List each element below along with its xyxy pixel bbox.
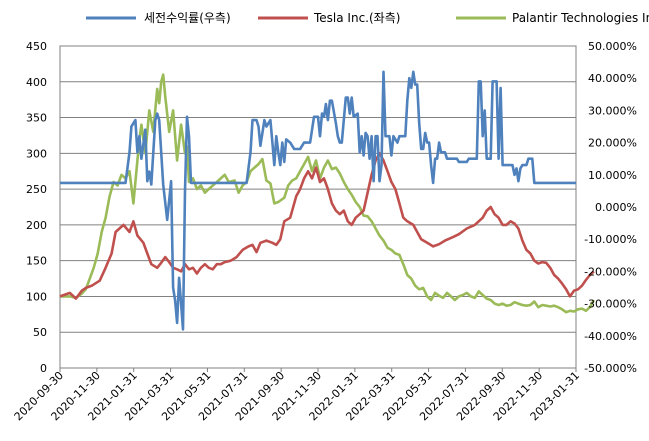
right-tick-label: 10.000% bbox=[588, 169, 637, 182]
left-tick-label: 100 bbox=[26, 290, 47, 303]
left-tick-label: 350 bbox=[26, 112, 47, 125]
right-tick-label: 20.000% bbox=[588, 137, 637, 150]
legend: 세전수익률(우측) Tesla Inc.(좌측) Palantir Techno… bbox=[86, 11, 649, 25]
left-tick-label: 450 bbox=[26, 40, 47, 53]
left-tick-label: 50 bbox=[33, 326, 47, 339]
right-tick-label: -20.000% bbox=[584, 265, 637, 278]
right-tick-label: 40.000% bbox=[588, 72, 637, 85]
right-axis-ticks: -50.000% -40.000% -30.000% -20.000% -10.000%… bbox=[584, 40, 637, 375]
legend-label-1: Tesla Inc.(좌측) bbox=[313, 11, 400, 25]
right-tick-label: -30.000% bbox=[584, 298, 637, 311]
right-tick-label: 30.000% bbox=[588, 104, 637, 117]
left-tick-label: 200 bbox=[26, 219, 47, 232]
right-tick-label: -50.000% bbox=[584, 362, 637, 375]
right-tick-label: 0.000% bbox=[595, 201, 637, 214]
left-tick-label: 0 bbox=[40, 362, 47, 375]
right-tick-label: 50.000% bbox=[588, 40, 637, 53]
series-line-0 bbox=[60, 70, 576, 331]
legend-label-2: Palantir Technologies Inc. Class A(좌측) bbox=[512, 11, 649, 25]
left-tick-label: 250 bbox=[26, 183, 47, 196]
right-tick-label: -40.000% bbox=[584, 330, 637, 343]
legend-label-0: 세전수익률(우측) bbox=[144, 11, 231, 25]
right-tick-label: -10.000% bbox=[584, 233, 637, 246]
series-layer bbox=[59, 70, 596, 331]
series-line-1 bbox=[59, 152, 595, 300]
left-tick-label: 300 bbox=[26, 147, 47, 160]
series-line-2 bbox=[60, 73, 596, 314]
left-tick-label: 150 bbox=[26, 255, 47, 268]
left-tick-label: 400 bbox=[26, 76, 47, 89]
left-axis-ticks: 0 50 100 150 200 250 300 350 400 450 bbox=[26, 40, 47, 375]
